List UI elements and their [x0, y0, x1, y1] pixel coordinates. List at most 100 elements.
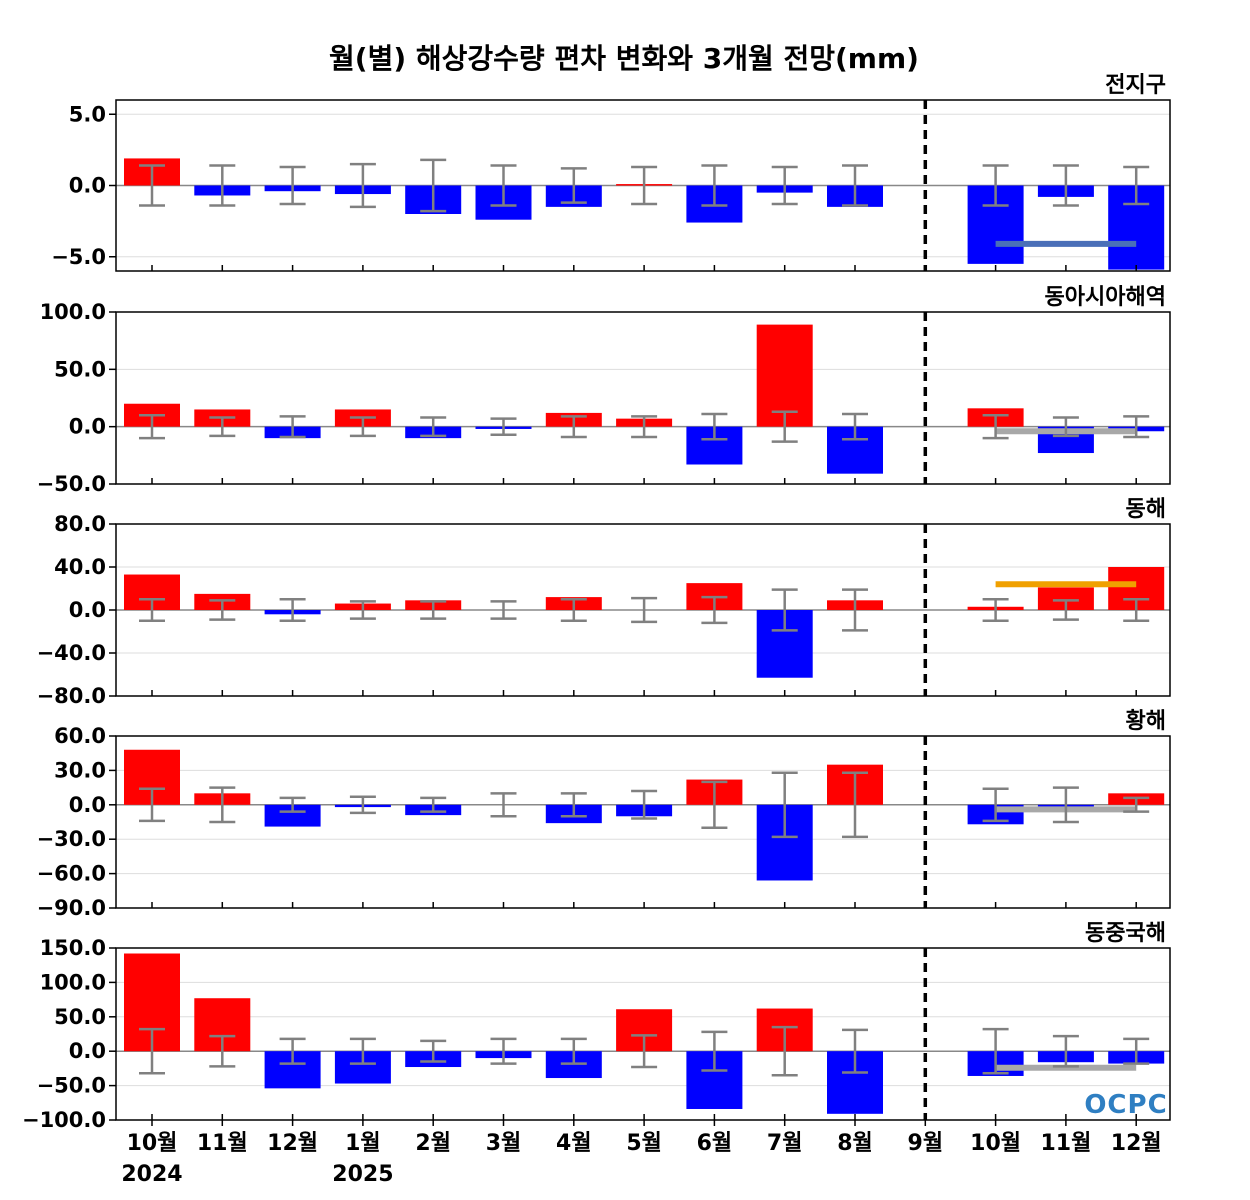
y-tick-label: −90.0 — [37, 896, 106, 920]
error-bar-2-7 — [560, 415, 587, 439]
error-bar-2-13 — [982, 413, 1009, 440]
error-bar-1-2 — [209, 164, 236, 207]
error-bar-3-2 — [209, 599, 236, 621]
x-tick-label: 10월 — [970, 1131, 1021, 1156]
y-tick-label: 50.0 — [54, 357, 106, 381]
x-tick-label: 11월 — [197, 1131, 248, 1156]
error-bar-5-8 — [631, 1034, 658, 1069]
error-bar-2-8 — [631, 415, 658, 439]
error-bar-3-14 — [1052, 599, 1079, 621]
error-bar-3-8 — [631, 596, 658, 624]
error-bar-4-15 — [1123, 796, 1150, 813]
y-tick-label: −60.0 — [37, 862, 106, 886]
y-tick-label: 0.0 — [69, 598, 106, 622]
error-bar-5-4 — [349, 1037, 376, 1065]
x-tick-label: 1월 — [345, 1131, 381, 1156]
x-tick-label: 5월 — [626, 1131, 662, 1156]
error-bar-2-5 — [420, 416, 447, 438]
chart-title: 월(별) 해상강수량 편차 변화와 3개월 전망(mm) — [329, 42, 919, 75]
ocpc-logo: OCPC — [1084, 1090, 1167, 1120]
error-bar-4-2 — [209, 786, 236, 824]
y-tick-label: −40.0 — [37, 641, 106, 665]
error-bar-4-11 — [842, 771, 868, 839]
x-tick-label: 8월 — [837, 1131, 873, 1156]
error-bar-3-1 — [139, 598, 165, 622]
bar-3-14 — [1037, 587, 1094, 610]
panel-4: 60.0 30.0 0.0 −30.0 −60.0 −90.0 황해 — [37, 709, 1171, 920]
error-bar-2-3 — [279, 415, 306, 439]
y-tick-label: −50.0 — [37, 1074, 106, 1098]
error-bar-1-3 — [279, 165, 306, 206]
panel-2: 100.0 50.0 0.0 −50.0 동아시아해역 — [37, 285, 1171, 496]
error-bar-4-6 — [490, 792, 517, 818]
error-bar-5-11 — [842, 1028, 868, 1074]
error-bar-5-7 — [560, 1037, 587, 1065]
panel-title: 동아시아해역 — [1045, 285, 1166, 310]
error-bar-4-1 — [139, 787, 165, 823]
panel-5: 150.0 100.0 50.0 0.0 −50.0 −100.0 동중국해 — [22, 921, 1171, 1132]
y-tick-label: −50.0 — [37, 472, 106, 496]
error-bar-3-6 — [490, 600, 517, 620]
year-label: 2025 — [332, 1162, 393, 1187]
error-bar-5-2 — [209, 1034, 236, 1068]
error-bar-4-8 — [631, 789, 658, 820]
x-tick-label: 10월 — [127, 1131, 178, 1156]
y-tick-label: 100.0 — [40, 970, 106, 994]
panel-title: 황해 — [1126, 709, 1166, 734]
bar-2-10 — [756, 324, 813, 427]
error-bar-1-4 — [349, 162, 376, 209]
panel-title: 전지구 — [1105, 73, 1166, 98]
error-bar-2-4 — [349, 416, 376, 438]
y-tick-label: 0.0 — [69, 1039, 106, 1063]
error-bar-3-11 — [842, 588, 868, 632]
error-bar-3-9 — [701, 595, 728, 625]
y-tick-label: −80.0 — [37, 684, 106, 708]
error-bar-4-5 — [420, 796, 447, 813]
error-bar-5-15 — [1123, 1037, 1150, 1065]
error-bar-2-9 — [701, 412, 728, 441]
y-tick-label: 0.0 — [69, 174, 106, 198]
error-bar-3-3 — [279, 598, 306, 622]
y-tick-label: 40.0 — [54, 555, 106, 579]
x-tick-label: 9월 — [908, 1131, 944, 1156]
x-tick-label: 6월 — [697, 1131, 733, 1156]
error-bar-5-3 — [279, 1037, 306, 1065]
error-bar-1-11 — [842, 164, 868, 207]
panel-title: 동해 — [1126, 497, 1166, 522]
error-bar-5-1 — [139, 1027, 165, 1075]
y-tick-label: −30.0 — [37, 827, 106, 851]
y-tick-label: 100.0 — [40, 300, 106, 324]
error-bar-4-14 — [1052, 786, 1079, 824]
error-bar-2-10 — [771, 410, 798, 443]
error-bar-2-2 — [209, 416, 236, 438]
y-tick-label: 30.0 — [54, 758, 106, 782]
error-bar-1-7 — [560, 167, 587, 204]
error-bar-3-13 — [982, 598, 1009, 622]
error-bar-1-10 — [771, 165, 798, 206]
error-bar-4-10 — [771, 771, 798, 839]
error-bar-5-6 — [490, 1037, 517, 1065]
y-tick-label: 5.0 — [69, 102, 106, 126]
error-bar-4-9 — [701, 780, 728, 829]
error-bar-4-4 — [349, 795, 376, 815]
x-tick-label: 4월 — [556, 1131, 592, 1156]
error-bar-1-15 — [1123, 165, 1150, 206]
year-label: 2024 — [121, 1162, 182, 1187]
x-tick-label: 12월 — [267, 1131, 318, 1156]
panel-frame — [115, 735, 1171, 909]
error-bar-2-1 — [139, 413, 165, 440]
error-bar-3-7 — [560, 598, 587, 622]
panel-1: 5.0 0.0 −5.0 전지구 — [51, 73, 1171, 272]
y-tick-label: 150.0 — [40, 936, 106, 960]
y-tick-label: −100.0 — [22, 1108, 106, 1132]
error-bar-5-5 — [420, 1039, 447, 1063]
error-bar-5-14 — [1052, 1034, 1079, 1068]
error-bar-2-14 — [1052, 416, 1079, 438]
error-bar-4-3 — [279, 796, 306, 813]
bar-4-3 — [264, 804, 321, 827]
x-tick-label: 7월 — [767, 1131, 803, 1156]
error-bar-4-13 — [982, 787, 1009, 823]
y-tick-label: 60.0 — [54, 724, 106, 748]
error-bar-2-11 — [842, 412, 868, 441]
error-bar-3-15 — [1123, 598, 1150, 622]
